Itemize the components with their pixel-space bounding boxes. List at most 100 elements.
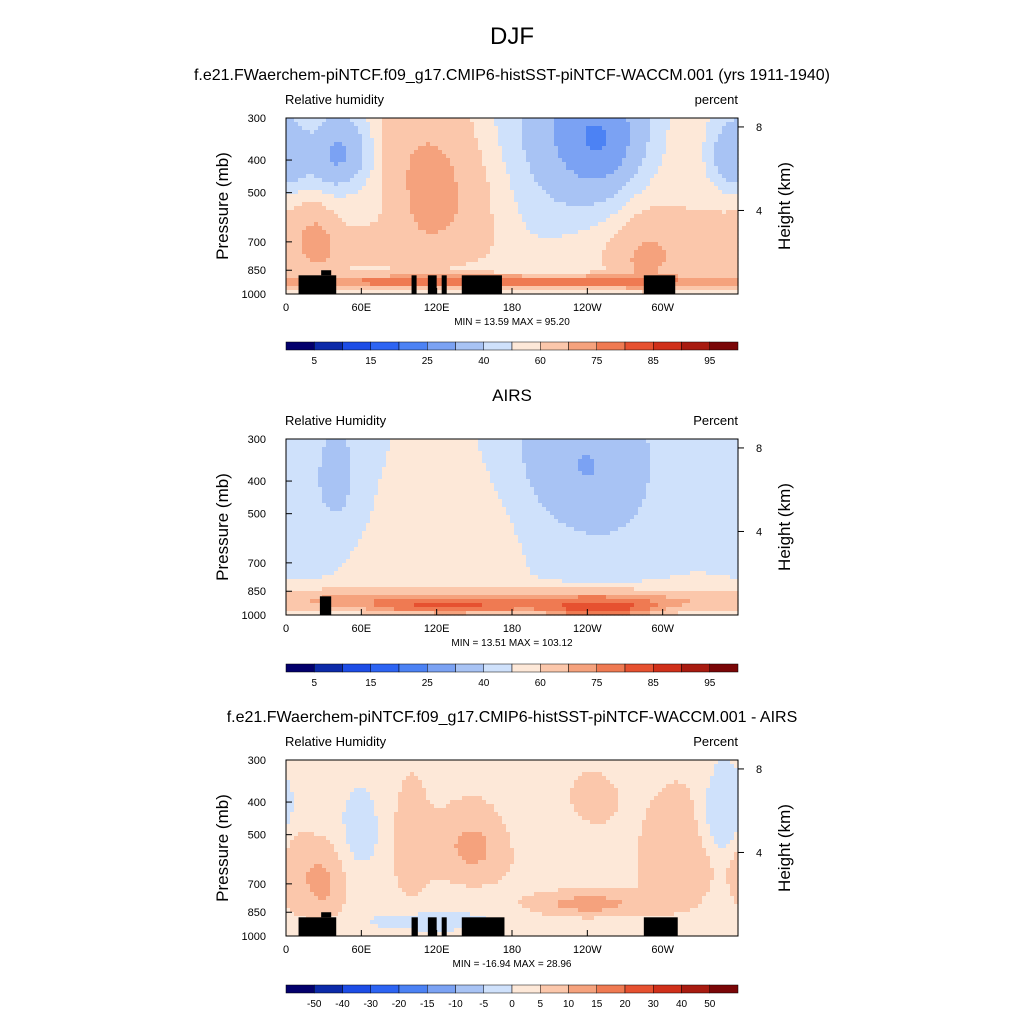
heatmap-cell [722, 150, 727, 155]
heatmap-cell [650, 170, 655, 175]
heatmap-cell [370, 274, 375, 279]
heatmap-cell [722, 250, 727, 255]
heatmap-cell [694, 278, 699, 283]
heatmap-cell [666, 270, 671, 275]
heatmap-cell [570, 126, 575, 131]
heatmap-cell [338, 234, 343, 239]
heatmap-cell [314, 266, 319, 271]
heatmap-cell [598, 206, 603, 211]
heatmap-cell [610, 166, 615, 171]
heatmap-cell [502, 146, 507, 151]
heatmap-cell [394, 150, 399, 155]
heatmap-cell [546, 190, 551, 195]
heatmap-cell [374, 254, 379, 259]
heatmap-cell [310, 262, 315, 267]
heatmap-cell [290, 270, 295, 275]
heatmap-cell [602, 250, 607, 255]
heatmap-cell [590, 142, 595, 147]
heatmap-cell [634, 290, 639, 295]
heatmap-cell [522, 186, 527, 191]
heatmap-cell [554, 278, 559, 283]
heatmap-cell [622, 134, 627, 139]
heatmap-cell [530, 126, 535, 131]
heatmap-cell [610, 142, 615, 147]
heatmap-cell [562, 290, 567, 295]
heatmap-cell [382, 230, 387, 235]
heatmap-cell [682, 206, 687, 211]
heatmap-cell [582, 258, 587, 263]
heatmap-cell [538, 258, 543, 263]
heatmap-cell [618, 266, 623, 271]
heatmap-cell [306, 238, 311, 243]
heatmap-cell [718, 154, 723, 159]
heatmap-cell [678, 138, 683, 143]
heatmap-cell [522, 158, 527, 163]
heatmap-cell [446, 198, 451, 203]
heatmap-cell [578, 222, 583, 227]
heatmap-cell [598, 166, 603, 171]
heatmap-cell [366, 270, 371, 275]
heatmap-cell [570, 122, 575, 127]
heatmap-cell [550, 130, 555, 135]
heatmap-cell [346, 210, 351, 215]
heatmap-cell [294, 126, 299, 131]
heatmap-cell [378, 226, 383, 231]
heatmap-cell [514, 290, 519, 295]
heatmap-cell [326, 198, 331, 203]
heatmap-cell [402, 154, 407, 159]
heatmap-cell [450, 262, 455, 267]
heatmap-cell [510, 158, 515, 163]
heatmap-cell [606, 250, 611, 255]
heatmap-cell [342, 266, 347, 271]
heatmap-cell [462, 262, 467, 267]
heatmap-cell [482, 170, 487, 175]
heatmap-cell [326, 230, 331, 235]
heatmap-cell [458, 282, 463, 287]
heatmap-cell [558, 170, 563, 175]
heatmap-cell [458, 186, 463, 191]
heatmap-cell [486, 134, 491, 139]
heatmap-cell [678, 278, 683, 283]
heatmap-cell [390, 186, 395, 191]
heatmap-cell [306, 222, 311, 227]
heatmap-cell [662, 230, 667, 235]
heatmap-cell [646, 266, 651, 271]
heatmap-cell [382, 182, 387, 187]
heatmap-cell [374, 218, 379, 223]
heatmap-cell [650, 238, 655, 243]
heatmap-cell [354, 274, 359, 279]
heatmap-cell [518, 230, 523, 235]
heatmap-cell [298, 270, 303, 275]
heatmap-cell [398, 186, 403, 191]
heatmap-cell [546, 254, 551, 259]
heatmap-cell [378, 130, 383, 135]
heatmap-cell [650, 162, 655, 167]
heatmap-cell [642, 210, 647, 215]
heatmap-cell [558, 186, 563, 191]
heatmap-cell [478, 250, 483, 255]
heatmap-cell [562, 118, 567, 123]
heatmap-cell [346, 146, 351, 151]
heatmap-cell [286, 170, 291, 175]
heatmap-cell [578, 142, 583, 147]
heatmap-cell [474, 222, 479, 227]
land-mask [321, 270, 332, 276]
heatmap-cell [454, 254, 459, 259]
heatmap-cell [594, 138, 599, 143]
heatmap-cell [614, 238, 619, 243]
heatmap-cell [710, 258, 715, 263]
heatmap-cell [710, 134, 715, 139]
heatmap-cell [330, 118, 335, 123]
heatmap-cell [486, 234, 491, 239]
heatmap-cell [294, 138, 299, 143]
heatmap-cell [322, 230, 327, 235]
heatmap-cell [502, 258, 507, 263]
heatmap-cell [542, 198, 547, 203]
heatmap-cell [674, 138, 679, 143]
heatmap-cell [642, 174, 647, 179]
heatmap-cell [498, 166, 503, 171]
heatmap-cell [662, 250, 667, 255]
heatmap-cell [438, 170, 443, 175]
heatmap-cell [614, 202, 619, 207]
heatmap-cell [354, 254, 359, 259]
